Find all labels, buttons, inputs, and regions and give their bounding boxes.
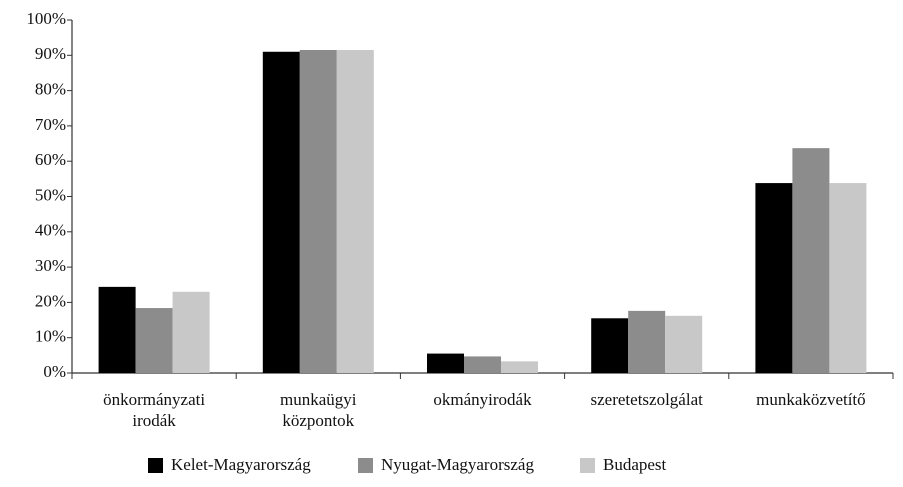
x-tick-label: okmányirodák <box>433 390 532 409</box>
x-tick-label: munkaközvetítő <box>756 390 866 409</box>
bar <box>591 318 629 373</box>
y-tick-label: 90% <box>35 44 66 63</box>
legend-swatch <box>148 457 163 473</box>
y-tick-label: 20% <box>35 291 66 310</box>
legend-label: Budapest <box>603 455 667 474</box>
x-tick-label: munkaügyi központok <box>280 390 357 430</box>
y-tick-label: 70% <box>35 115 66 134</box>
y-tick-label: 40% <box>35 221 66 240</box>
legend-label: Nyugat-Magyarország <box>381 455 534 474</box>
legend-item: Kelet-Magyarország <box>148 455 311 475</box>
y-tick-label: 50% <box>35 185 66 204</box>
bar <box>829 183 867 373</box>
bar <box>755 183 793 373</box>
bar <box>172 291 210 373</box>
y-tick-label: 60% <box>35 150 66 169</box>
bar <box>427 353 464 373</box>
legend-swatch <box>580 457 595 473</box>
legend-item: Nyugat-Magyarország <box>358 455 534 475</box>
bar <box>135 308 173 373</box>
bar <box>299 50 337 373</box>
legend-swatch <box>358 457 373 473</box>
bar <box>792 148 830 373</box>
bar <box>98 286 136 373</box>
x-tick-label: szeretetszolgálat <box>590 390 703 409</box>
bar <box>464 356 501 373</box>
bar <box>628 310 666 373</box>
y-tick-label: 100% <box>26 9 66 28</box>
y-tick-label: 30% <box>35 256 66 275</box>
bar <box>336 50 374 373</box>
bar <box>501 361 538 373</box>
y-tick-label: 10% <box>35 327 66 346</box>
legend-label: Kelet-Magyarország <box>171 455 311 474</box>
legend-item: Budapest <box>580 455 666 475</box>
bar <box>262 51 300 374</box>
x-tick-label: önkormányzati irodák <box>103 390 206 430</box>
y-tick-label: 80% <box>35 80 66 99</box>
y-tick-label: 0% <box>43 362 66 381</box>
bar <box>665 315 703 373</box>
